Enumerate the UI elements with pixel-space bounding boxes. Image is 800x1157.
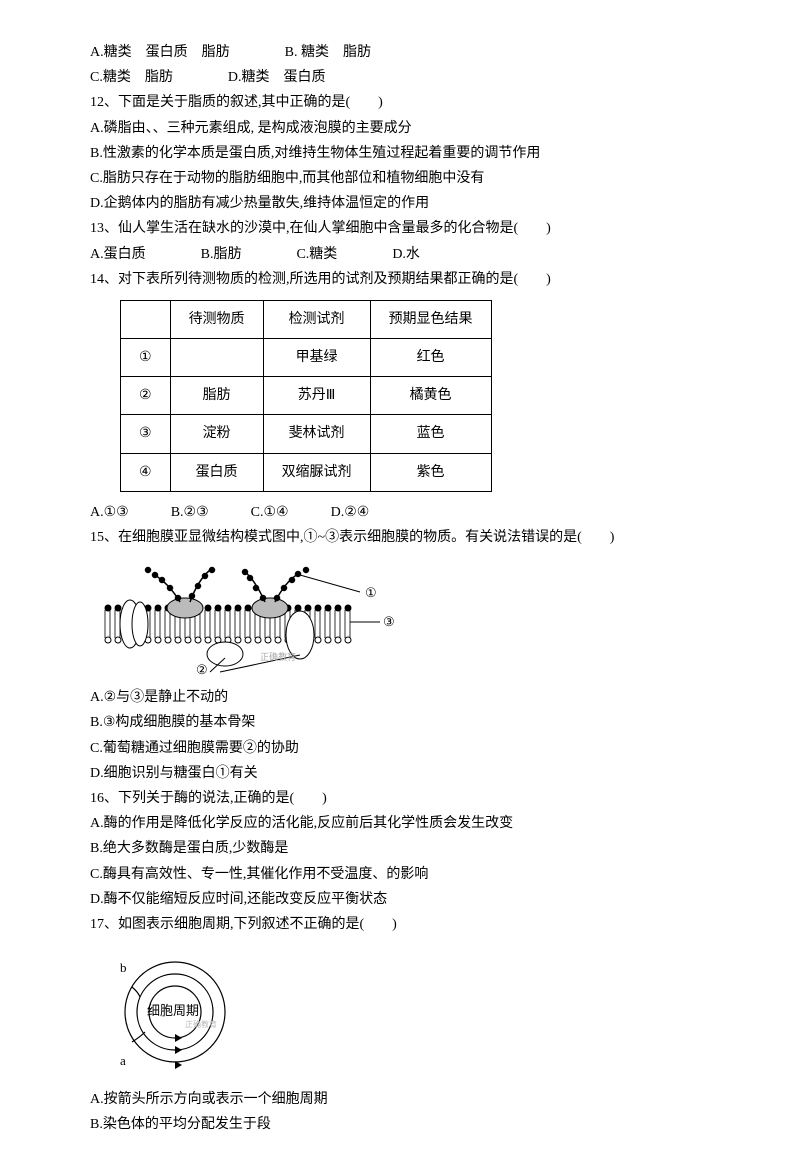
glycoprotein-chains: [146, 568, 309, 603]
cell: 双缩脲试剂: [263, 453, 370, 491]
cell: ②: [121, 377, 171, 415]
label-b: b: [120, 960, 127, 975]
cycle-arrows: [175, 1034, 182, 1069]
watermark: 正确教育: [260, 651, 296, 662]
q15-b: B.③构成细胞膜的基本骨架: [90, 710, 710, 735]
q12-b: B.性激素的化学本质是蛋白质,对维持生物体生殖过程起着重要的调节作用: [90, 141, 710, 166]
table-row: ④ 蛋白质 双缩脲试剂 紫色: [121, 453, 492, 491]
cell: 待测物质: [170, 300, 263, 338]
cell: 检测试剂: [263, 300, 370, 338]
cell: [170, 339, 263, 377]
q12-d: D.企鹅体内的脂肪有减少热量散失,维持体温恒定的作用: [90, 191, 710, 216]
q14-opts: A.①③ B.②③ C.①④ D.②④: [90, 500, 710, 525]
cell: 紫色: [370, 453, 491, 491]
cell: 橘黄色: [370, 377, 491, 415]
q16-a: A.酶的作用是降低化学反应的活化能,反应前后其化学性质会发生改变: [90, 811, 710, 836]
label-3: ③: [383, 614, 395, 629]
q16-d: D.酶不仅能缩短反应时间,还能改变反应平衡状态: [90, 887, 710, 912]
cell: ③: [121, 415, 171, 453]
cell: 蓝色: [370, 415, 491, 453]
q11-a: A.糖类 蛋白质 脂肪: [90, 45, 230, 60]
label-a: a: [120, 1053, 126, 1068]
cell: 预期显色结果: [370, 300, 491, 338]
q15-c: C.葡萄糖通过细胞膜需要②的协助: [90, 736, 710, 761]
q17-stem: 17、如图表示细胞周期,下列叙述不正确的是( ): [90, 912, 710, 937]
membrane-diagram: ① ③ ② 正确教育: [90, 560, 410, 675]
cell: 红色: [370, 339, 491, 377]
center-text: 细胞周期: [147, 1003, 199, 1018]
cell: 淀粉: [170, 415, 263, 453]
q13-b: B.脂肪: [201, 247, 242, 262]
q16-stem: 16、下列关于酶的说法,正确的是( ): [90, 786, 710, 811]
cell: ④: [121, 453, 171, 491]
q13-options: A.蛋白质 B.脂肪 C.糖类 D.水: [90, 242, 710, 267]
q11-b: B. 糖类 脂肪: [285, 45, 371, 60]
q13-a: A.蛋白质: [90, 247, 146, 262]
q16-b: B.绝大多数酶是蛋白质,少数酶是: [90, 836, 710, 861]
cell: ①: [121, 339, 171, 377]
cell: 苏丹Ⅲ: [263, 377, 370, 415]
q11-c: C.糖类 脂肪: [90, 70, 173, 85]
q14-stem: 14、对下表所列待测物质的检测,所选用的试剂及预期结果都正确的是( ): [90, 267, 710, 292]
table-row: ② 脂肪 苏丹Ⅲ 橘黄色: [121, 377, 492, 415]
cell: 甲基绿: [263, 339, 370, 377]
watermark: 正确教育: [185, 1019, 217, 1029]
q15-d: D.细胞识别与糖蛋白①有关: [90, 761, 710, 786]
q12-a: A.磷脂由、、三种元素组成, 是构成液泡膜的主要成分: [90, 116, 710, 141]
cell: 脂肪: [170, 377, 263, 415]
table-row: 待测物质 检测试剂 预期显色结果: [121, 300, 492, 338]
table-row: ① 甲基绿 红色: [121, 339, 492, 377]
q15-stem: 15、在细胞膜亚显微结构模式图中,①~③表示细胞膜的物质。有关说法错误的是( ): [90, 525, 710, 550]
q11-options-row1: A.糖类 蛋白质 脂肪 B. 糖类 脂肪: [90, 40, 710, 65]
label-2: ②: [196, 662, 208, 675]
label-1: ①: [365, 585, 377, 600]
q17-a: A.按箭头所示方向或表示一个细胞周期: [90, 1087, 710, 1112]
q13-c: C.糖类: [296, 247, 337, 262]
q12-stem: 12、下面是关于脂质的叙述,其中正确的是( ): [90, 90, 710, 115]
q14-table: 待测物质 检测试剂 预期显色结果 ① 甲基绿 红色 ② 脂肪 苏丹Ⅲ 橘黄色 ③…: [120, 300, 492, 492]
table-row: ③ 淀粉 斐林试剂 蓝色: [121, 415, 492, 453]
q11-options-row2: C.糖类 脂肪 D.糖类 蛋白质: [90, 65, 710, 90]
q13-d: D.水: [392, 247, 420, 262]
q13-stem: 13、仙人掌生活在缺水的沙漠中,在仙人掌细胞中含量最多的化合物是( ): [90, 216, 710, 241]
cell: [121, 300, 171, 338]
q16-c: C.酶具有高效性、专一性,其催化作用不受温度、的影响: [90, 862, 710, 887]
label-line-1: [300, 575, 360, 592]
cell-cycle-diagram: b a 细胞周期 正确教育: [90, 947, 270, 1077]
q15-a: A.②与③是静止不动的: [90, 685, 710, 710]
q17-b: B.染色体的平均分配发生于段: [90, 1112, 710, 1137]
q12-c: C.脂肪只存在于动物的脂肪细胞中,而其他部位和植物细胞中没有: [90, 166, 710, 191]
cell: 斐林试剂: [263, 415, 370, 453]
cell: 蛋白质: [170, 453, 263, 491]
q11-d: D.糖类 蛋白质: [228, 70, 326, 85]
